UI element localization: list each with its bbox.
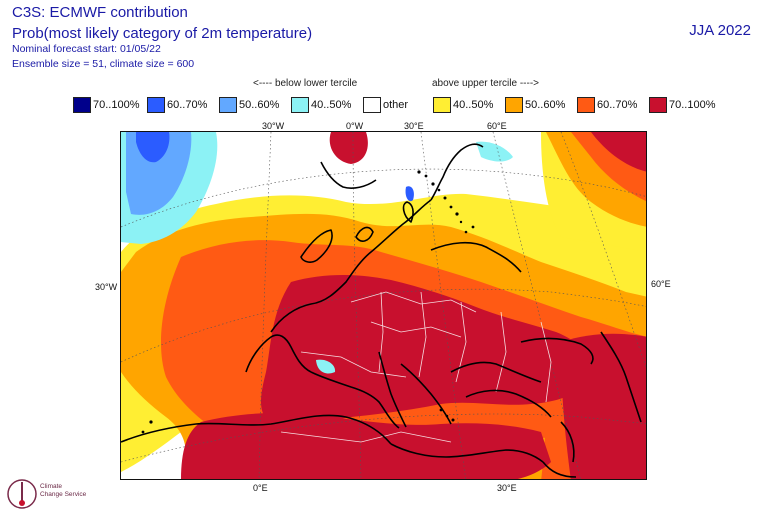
legend-item: 50..60% bbox=[219, 96, 279, 114]
forecast-start-text: Nominal forecast start: 01/05/22 bbox=[12, 43, 161, 55]
lon-label-bottom-0e: 0°E bbox=[253, 483, 268, 493]
legend-item: 50..60% bbox=[505, 96, 565, 114]
legend-label: 50..60% bbox=[525, 99, 566, 111]
legend-label: 40..50% bbox=[311, 99, 352, 111]
map-canvas bbox=[121, 132, 646, 479]
legend-swatch bbox=[577, 97, 595, 113]
lon-label-right-60e: 60°E bbox=[651, 279, 671, 289]
probability-map bbox=[120, 131, 647, 480]
legend-item: 70..100% bbox=[649, 96, 715, 114]
map-subtitle: Prob(most likely category of 2m temperat… bbox=[12, 25, 313, 42]
logo-text-line2: Change Service bbox=[40, 490, 87, 498]
legend-label: 60..70% bbox=[597, 99, 638, 111]
lon-label-top-60e: 60°E bbox=[487, 121, 507, 131]
legend-label: 70..100% bbox=[93, 99, 140, 111]
map-title: C3S: ECMWF contribution bbox=[12, 4, 188, 21]
below-tercile-label: <---- below lower tercile bbox=[253, 78, 358, 89]
above-tercile-label: above upper tercile ----> bbox=[432, 78, 539, 89]
ensemble-size-text: Ensemble size = 51, climate size = 600 bbox=[12, 58, 195, 70]
legend-swatch bbox=[363, 97, 381, 113]
lon-label-left-30w: 30°W bbox=[95, 282, 118, 292]
island-marks bbox=[141, 170, 475, 434]
lon-label-bottom-30e: 30°E bbox=[497, 483, 517, 493]
lon-label-top-30w: 30°W bbox=[262, 121, 285, 131]
graticule bbox=[121, 132, 646, 479]
legend-item: 40..50% bbox=[291, 96, 351, 114]
legend-label: 50..60% bbox=[239, 99, 280, 111]
season-label: JJA 2022 bbox=[689, 22, 751, 39]
climate-change-service-logo bbox=[7, 479, 37, 509]
legend-item: other bbox=[363, 96, 408, 114]
legend-label: other bbox=[383, 99, 409, 111]
legend-item: 70..100% bbox=[73, 96, 139, 114]
logo-bulb bbox=[19, 500, 25, 506]
legend-swatch bbox=[219, 97, 237, 113]
red-regions bbox=[181, 132, 646, 479]
legend-label: 70..100% bbox=[669, 99, 716, 111]
country-borders bbox=[280, 291, 552, 443]
legend-item: 60..70% bbox=[577, 96, 637, 114]
legend-label: 40..50% bbox=[453, 99, 494, 111]
logo-text-line1: Climate bbox=[40, 483, 63, 490]
logo-text: Climate Change Service bbox=[40, 483, 86, 499]
coastlines bbox=[121, 143, 642, 478]
lon-label-top-0w: 0°W bbox=[346, 121, 364, 131]
lon-label-top-30e: 30°E bbox=[404, 121, 424, 131]
logo-ring bbox=[7, 479, 37, 509]
legend-swatch bbox=[291, 97, 309, 113]
legend-swatch bbox=[649, 97, 667, 113]
legend-item: 60..70% bbox=[147, 96, 207, 114]
legend-swatch bbox=[147, 97, 165, 113]
legend-item: 40..50% bbox=[433, 96, 493, 114]
legend-swatch bbox=[505, 97, 523, 113]
legend-swatch bbox=[73, 97, 91, 113]
blue-regions bbox=[121, 132, 513, 374]
legend-swatch bbox=[433, 97, 451, 113]
legend-label: 60..70% bbox=[167, 99, 208, 111]
